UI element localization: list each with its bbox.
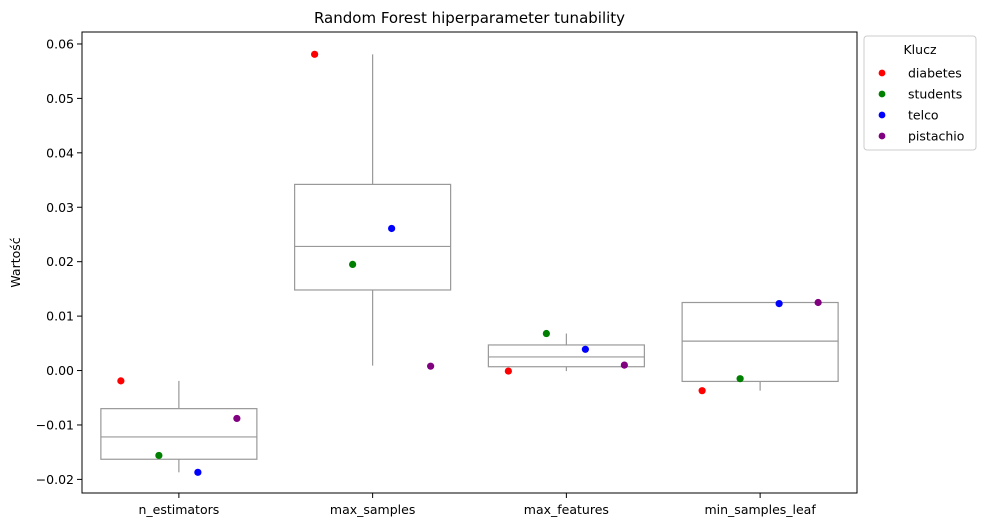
point-diabetes bbox=[311, 50, 319, 58]
plot-frame bbox=[81, 31, 858, 494]
legend-marker-diabetes bbox=[878, 69, 886, 77]
y-axis-label: Wartość bbox=[8, 237, 23, 287]
point-pistachio bbox=[233, 414, 241, 423]
legend: Klucz diabetes students telco pistachio bbox=[863, 35, 977, 151]
legend-label-telco: telco bbox=[908, 108, 939, 123]
y-tick-label: −0.02 bbox=[36, 472, 74, 487]
legend-marker-pistachio bbox=[878, 132, 886, 140]
box-n_estimators bbox=[100, 380, 258, 473]
y-tick-label: 0.00 bbox=[46, 363, 74, 378]
box-body bbox=[681, 301, 839, 383]
point-pistachio bbox=[620, 361, 628, 369]
point-pistachio bbox=[814, 298, 822, 307]
y-tick-label: 0.01 bbox=[46, 309, 74, 324]
x-tick-label: max_samples bbox=[330, 502, 415, 517]
x-tick-label: min_samples_leaf bbox=[704, 502, 816, 517]
y-tick-label: −0.01 bbox=[36, 417, 74, 432]
legend-label-students: students bbox=[908, 87, 962, 102]
box-body bbox=[294, 183, 452, 291]
y-tick-label: 0.03 bbox=[46, 200, 74, 215]
point-students bbox=[349, 260, 357, 269]
legend-frame bbox=[863, 35, 977, 151]
point-diabetes bbox=[117, 377, 125, 385]
box-body bbox=[100, 408, 258, 460]
point-telco bbox=[775, 299, 783, 308]
y-tick-label: 0.05 bbox=[46, 91, 74, 106]
box-min_samples_leaf bbox=[681, 301, 839, 391]
point-students bbox=[542, 329, 550, 338]
x-tick-label: max_features bbox=[524, 502, 609, 517]
legend-marker-telco bbox=[878, 111, 886, 119]
box-max_samples bbox=[294, 54, 452, 366]
x-tick-label: n_estimators bbox=[138, 502, 219, 517]
point-telco bbox=[194, 468, 202, 476]
legend-marker-students bbox=[878, 90, 886, 98]
box-body bbox=[487, 344, 645, 368]
point-students bbox=[736, 375, 744, 383]
legend-title: Klucz bbox=[903, 42, 936, 57]
y-tick-label: 0.02 bbox=[46, 254, 74, 269]
point-telco bbox=[581, 345, 589, 353]
legend-label-diabetes: diabetes bbox=[908, 66, 962, 81]
point-telco bbox=[388, 224, 396, 233]
point-pistachio bbox=[427, 362, 435, 370]
legend-label-pistachio: pistachio bbox=[908, 129, 964, 144]
chart-title: Random Forest hiperparameter tunability bbox=[314, 9, 625, 27]
point-students bbox=[155, 451, 163, 460]
point-diabetes bbox=[504, 367, 512, 375]
y-tick-label: 0.06 bbox=[46, 36, 74, 51]
plot-area: −0.02 −0.01 0.00 0.01 0.02 0.03 0.04 0.05 0.06 n_… bbox=[36, 31, 858, 517]
point-diabetes bbox=[698, 387, 706, 395]
y-tick-label: 0.04 bbox=[46, 145, 74, 160]
box-max_features bbox=[487, 333, 645, 372]
